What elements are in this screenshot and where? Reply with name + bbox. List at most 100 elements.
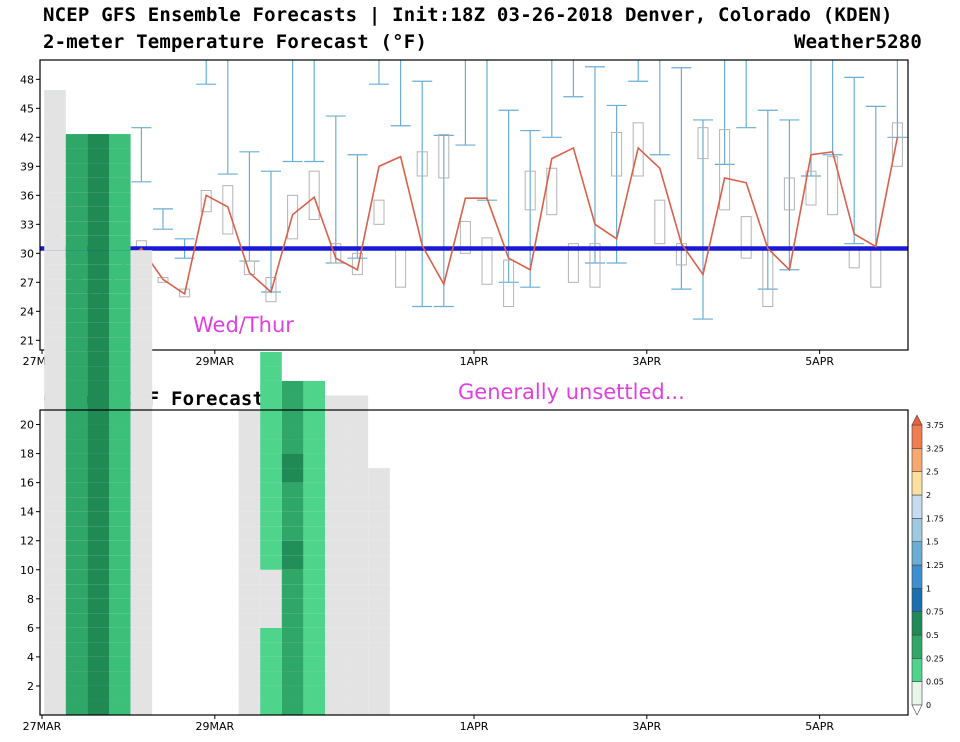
qpf-cell [65, 366, 88, 381]
qpf-cell [281, 671, 304, 686]
qpf-cell [368, 511, 390, 527]
qpf-cell [325, 685, 347, 701]
qpf-cell [44, 105, 66, 120]
qpf-cell [109, 627, 131, 643]
qpf-cell [368, 613, 390, 628]
qpf-cell [346, 395, 369, 410]
qpf-cell [65, 439, 88, 454]
qpf-y-tick-label: 2 [27, 680, 34, 693]
iqr-box [416, 151, 428, 177]
colorbar-label: 0.75 [926, 608, 944, 617]
qpf-frame [39, 409, 909, 716]
qpf-cell [260, 700, 282, 715]
qpf-cell [87, 221, 109, 236]
qpf-cell [65, 685, 88, 701]
qpf-cell [65, 482, 88, 498]
qpf-cell [346, 511, 369, 527]
qpf-cell [109, 439, 131, 454]
chart-subtitle: 2-meter Temperature Forecast (°F) [43, 31, 428, 53]
qpf-cell [368, 627, 390, 643]
qpf-cell [130, 685, 153, 701]
qpf-cell [281, 380, 304, 396]
qpf-cell [44, 511, 66, 527]
qpf-cell [325, 555, 347, 570]
qpf-cell [130, 366, 153, 381]
iqr-box [287, 194, 299, 240]
qpf-cell [281, 642, 304, 657]
iqr-box [308, 170, 320, 221]
qpf-cell [368, 685, 390, 701]
qpf-colorbar: 0 0.05 0.25 0.5 0.75 1 1.25 1.5 1.75 2 2.5 3.25 3.75 [911, 414, 944, 716]
qpf-cell [303, 685, 325, 701]
iqr-box [914, 123, 924, 171]
iqr-box [200, 190, 212, 213]
qpf-cell [130, 351, 153, 367]
qpf-cell [260, 497, 282, 512]
qpf-cell [260, 482, 282, 498]
qpf-cell [303, 497, 325, 512]
temp-frame [39, 59, 909, 351]
qpf-cell [281, 453, 304, 469]
colorbar-min-arrow [911, 704, 923, 716]
qpf-cell [346, 700, 369, 715]
chart-title: NCEP GFS Ensemble Forecasts | Init:18Z 0… [43, 4, 893, 26]
qpf-cell [130, 410, 153, 425]
qpf-cell [238, 685, 261, 701]
qpf-cell [109, 221, 131, 236]
qpf-cell [65, 424, 88, 440]
qpf-cell [44, 685, 66, 701]
qpf-cell [44, 613, 66, 628]
qpf-cell [325, 482, 347, 498]
qpf-y-tick-label: 10 [20, 564, 34, 577]
qpf-cell [44, 700, 66, 715]
qpf-cell [44, 555, 66, 570]
qpf-cell [87, 511, 109, 527]
qpf-cell [44, 380, 66, 396]
qpf-cell [281, 555, 304, 570]
qpf-cell [87, 540, 109, 556]
qpf-cell [87, 250, 109, 265]
qpf-cell [109, 192, 131, 207]
qpf-cell [65, 671, 88, 686]
qpf-cell [303, 540, 325, 556]
qpf-cell [130, 700, 153, 715]
iqr-box [848, 248, 860, 269]
colorbar-label: 2 [926, 491, 931, 500]
y-tick-label: 48 [20, 73, 34, 86]
qpf-cell [325, 642, 347, 657]
qpf-cell [346, 497, 369, 512]
y-tick-label: 24 [20, 305, 34, 318]
qpf-cell [109, 511, 131, 527]
iqr-box [524, 170, 536, 211]
qpf-cell [130, 526, 153, 541]
colorbar-label: 3.25 [926, 444, 944, 453]
qpf-cell [109, 279, 131, 294]
iqr-box [157, 277, 169, 283]
qpf-cell [109, 410, 131, 425]
qpf-cell [303, 395, 325, 410]
qpf-cell [130, 322, 153, 338]
qpf-cell [238, 497, 261, 512]
y-tick-label: 36 [20, 189, 34, 202]
iqr-box [351, 252, 363, 276]
x-tick-label: 5APR [805, 355, 834, 368]
qpf-cell [325, 656, 347, 672]
qpf-cell [130, 453, 153, 469]
qpf-cell [87, 163, 109, 178]
iqr-box [395, 248, 407, 288]
qpf-cell [303, 482, 325, 498]
qpf-cell [65, 337, 88, 352]
qpf-cell [238, 627, 261, 643]
qpf-cell [44, 366, 66, 381]
qpf-cell [65, 221, 88, 236]
colorbar-segment [911, 611, 923, 636]
qpf-cell [238, 671, 261, 686]
qpf-cell [303, 424, 325, 440]
colorbar-max-arrow [911, 414, 923, 426]
qpf-cell [130, 671, 153, 686]
qpf-cell [260, 627, 282, 643]
qpf-cell [238, 468, 261, 483]
qpf-cell [325, 468, 347, 483]
qpf-cell [346, 656, 369, 672]
iqr-box [481, 237, 493, 285]
